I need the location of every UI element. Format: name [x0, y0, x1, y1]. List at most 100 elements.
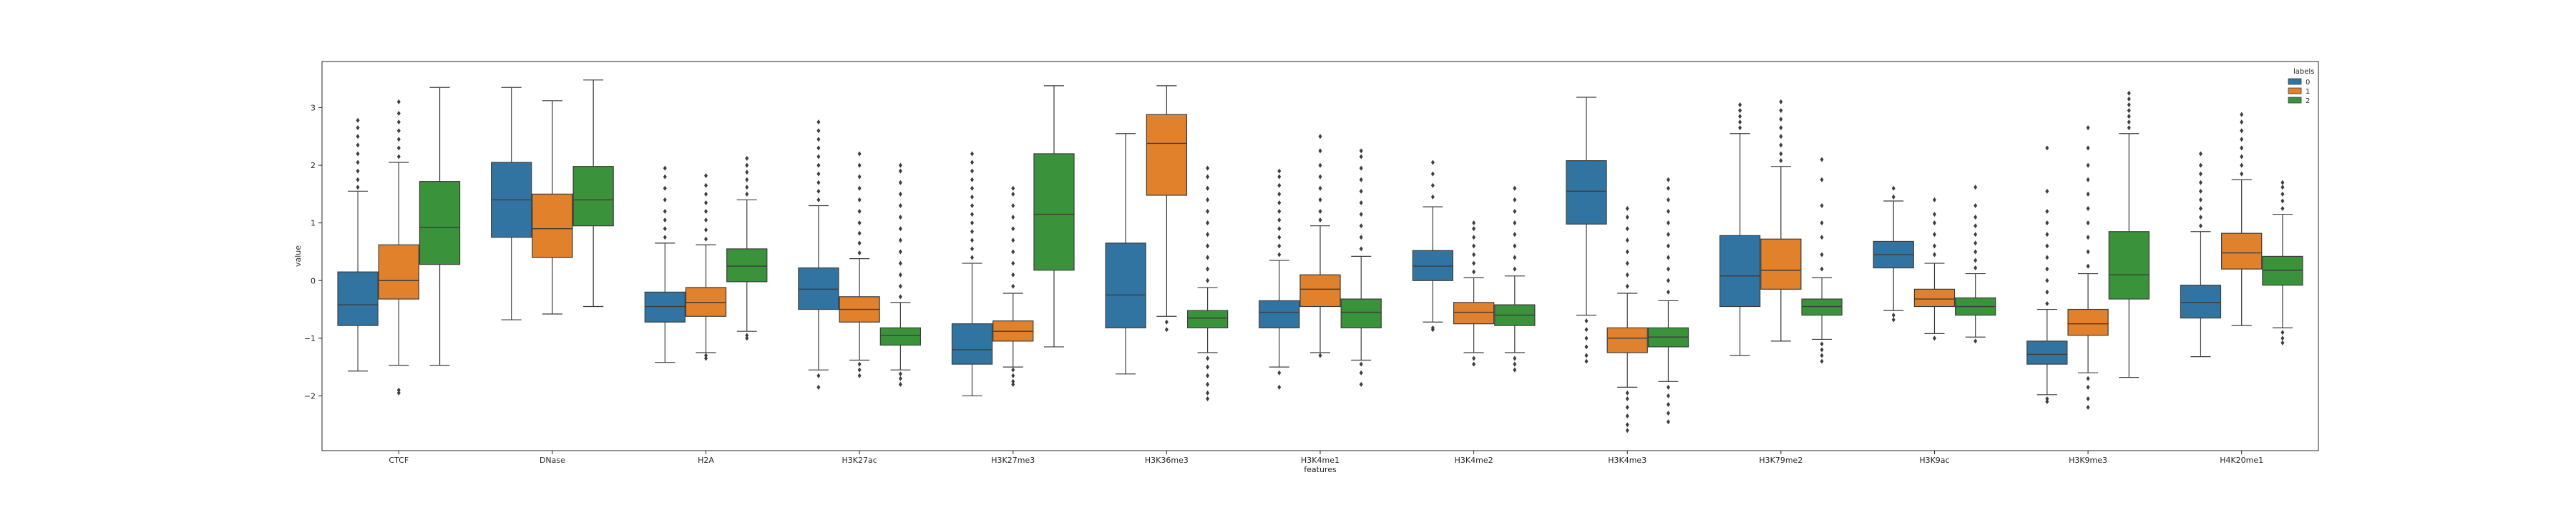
box-iqr	[2221, 232, 2263, 270]
outlier-point	[1318, 197, 1322, 202]
outlier-point	[970, 160, 975, 165]
box-H3K9ac-label-1	[1913, 197, 1956, 341]
legend-swatch-2	[2288, 97, 2302, 104]
box-iqr	[1340, 298, 1382, 328]
outlier-point	[1625, 272, 1629, 278]
outlier-point	[1974, 258, 1978, 263]
outlier-point	[1666, 220, 1670, 226]
box-H3K9me3-label-1	[2067, 125, 2109, 411]
legend-label-2: 2	[2306, 97, 2310, 105]
box-H4K20me1-label-1	[2221, 112, 2263, 326]
outlier-point	[1206, 355, 1210, 361]
outlier-point	[857, 367, 862, 373]
outlier-point	[2280, 180, 2285, 185]
y-tick-label: −1	[304, 334, 316, 343]
outlier-point	[2045, 220, 2049, 226]
outlier-point	[970, 229, 975, 235]
outlier-point	[1277, 182, 1282, 188]
x-axis-title: features	[1304, 465, 1337, 474]
box-H4K20me1-label-0	[2180, 151, 2222, 358]
outlier-point	[857, 373, 862, 378]
box-iqr	[1299, 274, 1341, 308]
outlier-point	[745, 185, 749, 190]
outlier-point	[2198, 223, 2202, 229]
outlier-point	[704, 353, 708, 358]
outlier-point	[1318, 174, 1322, 180]
outlier-point	[396, 145, 401, 151]
outlier-point	[2198, 180, 2202, 185]
box-H3K36me3-label-0	[1105, 133, 1146, 375]
outlier-point	[704, 200, 708, 205]
outlier-point	[1820, 235, 1824, 240]
outlier-point	[1430, 194, 1435, 200]
outlier-point	[898, 226, 902, 232]
outlier-point	[2086, 376, 2090, 381]
outlier-point	[1779, 151, 1783, 157]
outlier-point	[1666, 266, 1670, 272]
outlier-point	[356, 142, 360, 148]
legend: labels 012	[2288, 68, 2314, 105]
outlier-point	[1011, 249, 1015, 255]
x-tick-label: H3K36me3	[1145, 456, 1189, 465]
outlier-point	[2198, 162, 2202, 168]
box-CTCF-label-1	[378, 99, 419, 396]
outlier-point	[1738, 108, 1742, 114]
outlier-point	[1206, 232, 1210, 237]
outlier-point	[1277, 217, 1282, 223]
outlier-point	[1011, 378, 1015, 384]
box-iqr	[1259, 300, 1300, 328]
legend-label-1: 1	[2306, 88, 2310, 96]
box-iqr	[2067, 308, 2109, 336]
outlier-point	[2280, 335, 2285, 341]
plot-area	[337, 79, 2303, 433]
y-axis: −2 −1 0 1 2 3	[304, 103, 322, 401]
outlier-point	[816, 128, 821, 134]
outlier-point	[898, 237, 902, 243]
box-H3K4me1-label-0	[1259, 168, 1300, 390]
outlier-point	[898, 191, 902, 197]
outlier-point	[1625, 260, 1629, 266]
outlier-point	[2045, 278, 2049, 283]
outlier-point	[857, 162, 862, 168]
outlier-point	[2086, 177, 2090, 182]
outlier-point	[1318, 134, 1322, 139]
outlier-point	[2240, 171, 2244, 177]
y-tick-label: 2	[311, 161, 316, 170]
outlier-point	[1974, 265, 1978, 271]
box-H3K79me2-label-0	[1719, 102, 1761, 356]
outlier-point	[2086, 206, 2090, 212]
outlier-point	[1513, 367, 1517, 373]
outlier-point	[898, 215, 902, 220]
outlier-point	[745, 333, 749, 338]
outlier-point	[745, 155, 749, 161]
box-iqr	[2026, 340, 2068, 365]
outlier-point	[1974, 215, 1978, 220]
outlier-point	[1974, 202, 1978, 208]
outlier-point	[816, 171, 821, 177]
outlier-point	[970, 212, 975, 217]
outlier-point	[1625, 249, 1629, 255]
outlier-point	[970, 168, 975, 174]
outlier-point	[1932, 232, 1936, 237]
outlier-point	[1011, 367, 1015, 373]
outlier-point	[816, 154, 821, 160]
outlier-point	[1206, 197, 1210, 202]
outlier-point	[663, 235, 667, 240]
outlier-point	[396, 387, 401, 393]
outlier-point	[1820, 220, 1824, 226]
outlier-point	[898, 249, 902, 255]
outlier-point	[1779, 99, 1783, 104]
outlier-point	[1359, 188, 1363, 194]
outlier-point	[1277, 384, 1282, 390]
outlier-point	[1206, 185, 1210, 191]
outlier-point	[396, 111, 401, 117]
box-iqr	[951, 323, 993, 365]
outlier-point	[1472, 226, 1476, 232]
outlier-point	[1974, 249, 1978, 255]
outlier-point	[1277, 243, 1282, 249]
legend-label-0: 0	[2306, 79, 2310, 87]
outlier-point	[1359, 212, 1363, 217]
y-tick-label: 3	[311, 103, 316, 112]
box-iqr	[1186, 310, 1229, 328]
box-iqr	[879, 327, 922, 346]
